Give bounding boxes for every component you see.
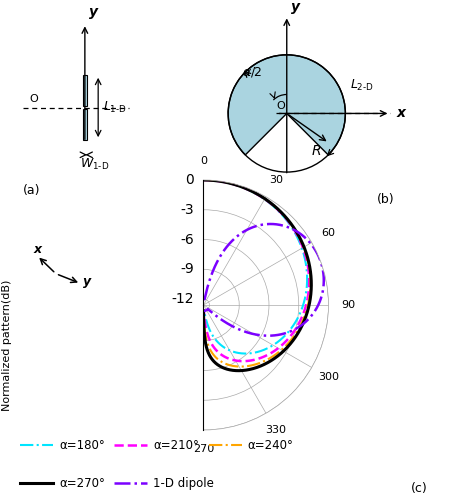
Text: $\bfit{x}$: $\bfit{x}$ (33, 243, 44, 256)
Legend: α=270°, 1-D dipole: α=270°, 1-D dipole (15, 472, 219, 494)
Text: $R$: $R$ (311, 144, 321, 158)
Bar (83, 75, 87, 106)
Text: $\alpha/2$: $\alpha/2$ (242, 65, 263, 79)
Bar (83, 108, 87, 140)
Text: O: O (29, 94, 38, 104)
Text: $W_{1\text{-D}}$: $W_{1\text{-D}}$ (80, 156, 110, 172)
Text: $\bfit{y}$: $\bfit{y}$ (88, 6, 99, 22)
Text: Normalized pattern(dB): Normalized pattern(dB) (2, 280, 12, 410)
Text: (a): (a) (23, 184, 40, 196)
Text: $\bfit{y}$: $\bfit{y}$ (82, 276, 92, 290)
Text: $\bfit{y}$: $\bfit{y}$ (290, 2, 302, 16)
Text: O: O (276, 100, 285, 110)
Text: $L_{2\text{-D}}$: $L_{2\text{-D}}$ (350, 78, 374, 94)
Text: (b): (b) (376, 193, 394, 206)
Text: (c): (c) (411, 482, 428, 494)
Text: $\bfit{x}$: $\bfit{x}$ (396, 106, 408, 120)
Wedge shape (228, 55, 345, 155)
Text: $L_{1\text{-D}}$: $L_{1\text{-D}}$ (103, 100, 126, 115)
